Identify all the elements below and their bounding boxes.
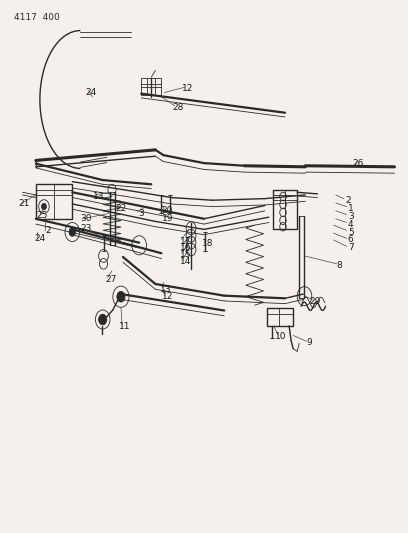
Circle shape [117,292,125,302]
Text: 21: 21 [18,199,29,208]
Text: 29: 29 [310,297,321,306]
Text: 16: 16 [180,244,191,253]
Text: 24: 24 [34,234,46,243]
Polygon shape [36,184,72,219]
Text: 14: 14 [180,257,191,266]
Polygon shape [273,190,297,229]
Text: 13: 13 [160,285,171,294]
Text: 3: 3 [138,209,144,218]
Text: 15: 15 [180,251,191,260]
Text: 6: 6 [348,236,354,245]
Circle shape [99,314,107,325]
Text: 18: 18 [202,239,214,248]
Text: 10: 10 [275,332,287,341]
Text: 19: 19 [162,214,173,223]
Text: 27: 27 [105,274,117,284]
Text: 1: 1 [348,204,354,213]
Text: 5: 5 [348,228,354,237]
Polygon shape [267,308,293,326]
Text: 2: 2 [45,227,51,236]
Text: 24: 24 [85,88,96,97]
Text: 23: 23 [81,224,92,233]
Text: 13: 13 [93,192,104,201]
Text: 8: 8 [337,261,343,270]
Text: 25: 25 [36,211,48,220]
Text: 17: 17 [180,237,191,246]
Text: 28: 28 [172,103,183,112]
Text: 26: 26 [352,159,364,167]
Text: 7: 7 [348,244,354,253]
Text: 2: 2 [345,196,350,205]
Text: 22: 22 [115,204,126,213]
Text: 20: 20 [162,206,173,215]
Text: 4117  400: 4117 400 [13,13,59,22]
Text: 9: 9 [306,338,312,348]
Text: 4: 4 [348,220,353,229]
Text: 12: 12 [162,292,173,301]
Circle shape [69,228,75,236]
Text: 12: 12 [182,84,193,93]
Text: 3: 3 [348,212,354,221]
Text: 30: 30 [81,214,92,223]
Circle shape [42,204,47,210]
Text: 11: 11 [119,322,131,331]
